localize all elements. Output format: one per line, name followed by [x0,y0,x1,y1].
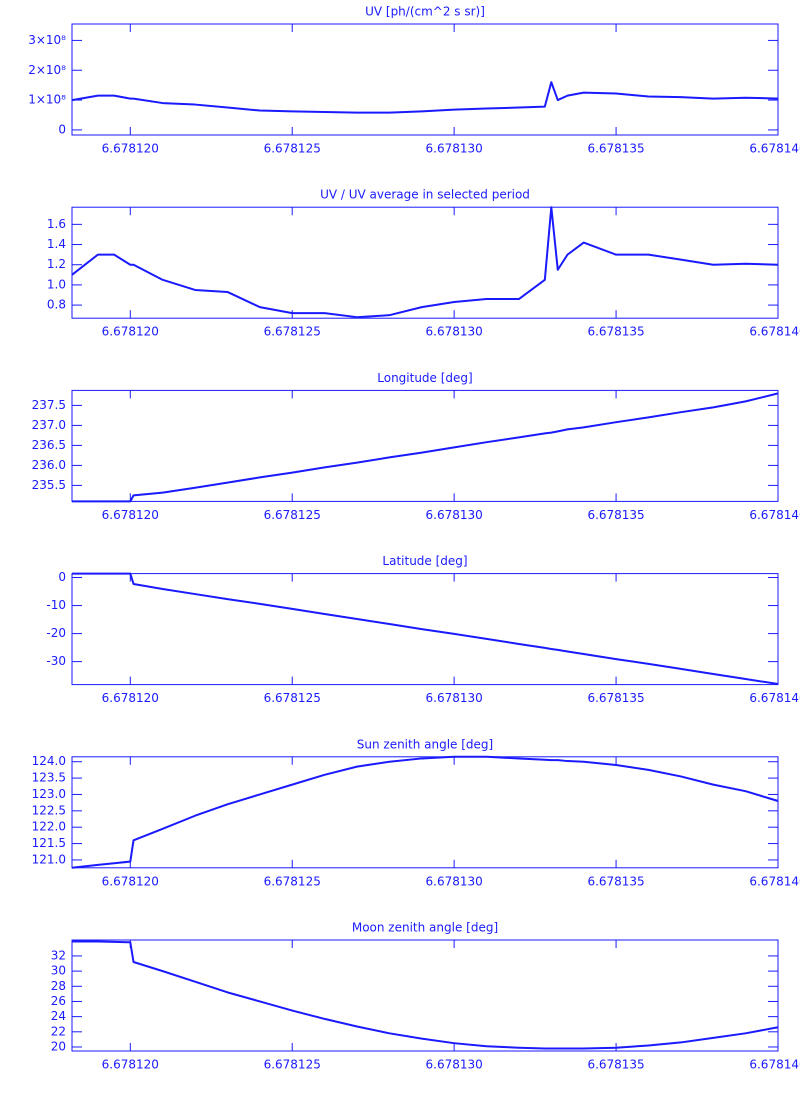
y-tick-label: 236.0 [32,458,66,472]
y-tick-label: 3×10⁸ [28,33,66,47]
y-tick-label: 28 [51,979,66,993]
x-tick-label: 6.678135 [587,325,644,339]
plot-frame [71,23,779,136]
y-tick-label: 123.5 [32,771,66,785]
y-tick-label: 1×10⁸ [28,93,66,107]
x-tick-label: 6.678135 [587,142,644,156]
x-tick-label: 6.678125 [264,142,321,156]
chart-title: UV [ph/(cm^2 s sr)] [365,5,485,19]
y-tick-label: 121.0 [32,852,66,866]
x-tick-label: 6.678125 [264,874,321,888]
x-tick-label: 6.678135 [587,691,644,705]
plot-frame [71,939,779,1052]
x-tick-label: 6.678135 [587,1058,644,1072]
chart-title: Moon zenith angle [deg] [352,921,498,935]
y-tick-label: 237.5 [32,398,66,412]
y-tick-label: 235.5 [32,478,66,492]
x-tick-label: 6.678120 [102,325,159,339]
y-tick-label: 0 [58,122,66,136]
data-line [71,206,779,319]
x-tick-label: 6.678140 [749,874,800,888]
plot-frame [71,756,779,869]
y-tick-label: 237.0 [32,418,66,432]
chart-title: Sun zenith angle [deg] [357,737,493,751]
chart-title: Latitude [deg] [382,554,467,568]
y-tick-label: 22 [51,1024,66,1038]
y-tick-label: 1.0 [47,277,66,291]
x-tick-label: 6.678140 [749,691,800,705]
x-tick-label: 6.678120 [102,508,159,522]
y-tick-label: 26 [51,994,66,1008]
x-tick-label: 6.678120 [102,691,159,705]
x-tick-label: 6.678130 [426,325,483,339]
data-line [72,940,779,1050]
y-tick-label: 1.6 [47,217,66,231]
y-tick-label: 121.5 [32,836,66,850]
x-tick-label: 6.678130 [426,691,483,705]
x-tick-label: 6.678125 [264,1058,321,1072]
x-tick-label: 6.678140 [749,325,800,339]
plot-frame [71,573,779,686]
data-line [71,81,779,114]
x-tick-label: 6.678130 [426,874,483,888]
plot-frame [71,206,779,319]
x-tick-label: 6.678130 [426,1058,483,1072]
x-tick-label: 6.678125 [264,691,321,705]
y-tick-label: -30 [46,654,66,668]
y-tick-label: 2×10⁸ [28,63,66,77]
chart-title: UV / UV average in selected period [320,188,530,202]
y-tick-label: 123.0 [32,787,66,801]
y-tick-label: 20 [51,1039,66,1053]
y-tick-label: 32 [51,948,66,962]
x-tick-label: 6.678140 [749,142,800,156]
x-tick-label: 6.678125 [264,325,321,339]
x-tick-label: 6.678120 [102,1058,159,1072]
y-tick-label: 1.4 [47,237,66,251]
x-tick-label: 6.678120 [102,142,159,156]
y-tick-label: 122.0 [32,820,66,834]
x-tick-label: 6.678140 [749,508,800,522]
x-tick-label: 6.678130 [426,508,483,522]
data-line [72,392,779,503]
data-line [72,572,779,686]
y-tick-label: 0 [58,570,66,584]
y-tick-label: 124.0 [32,754,66,768]
data-line [71,755,779,869]
x-tick-label: 6.678135 [587,508,644,522]
x-tick-label: 6.678140 [749,1058,800,1072]
x-tick-label: 6.678125 [264,508,321,522]
y-tick-label: 236.5 [32,438,66,452]
chart-title: Longitude [deg] [377,371,472,385]
y-tick-label: 0.8 [47,298,66,312]
x-tick-label: 6.678135 [587,874,644,888]
y-tick-label: 122.5 [32,803,66,817]
y-tick-label: -10 [46,598,66,612]
plot-frame [71,389,779,502]
x-tick-label: 6.678120 [102,874,159,888]
y-tick-label: 30 [51,964,66,978]
y-tick-label: 1.2 [47,257,66,271]
x-tick-label: 6.678130 [426,142,483,156]
y-tick-label: 24 [51,1009,66,1023]
y-tick-label: -20 [46,626,66,640]
